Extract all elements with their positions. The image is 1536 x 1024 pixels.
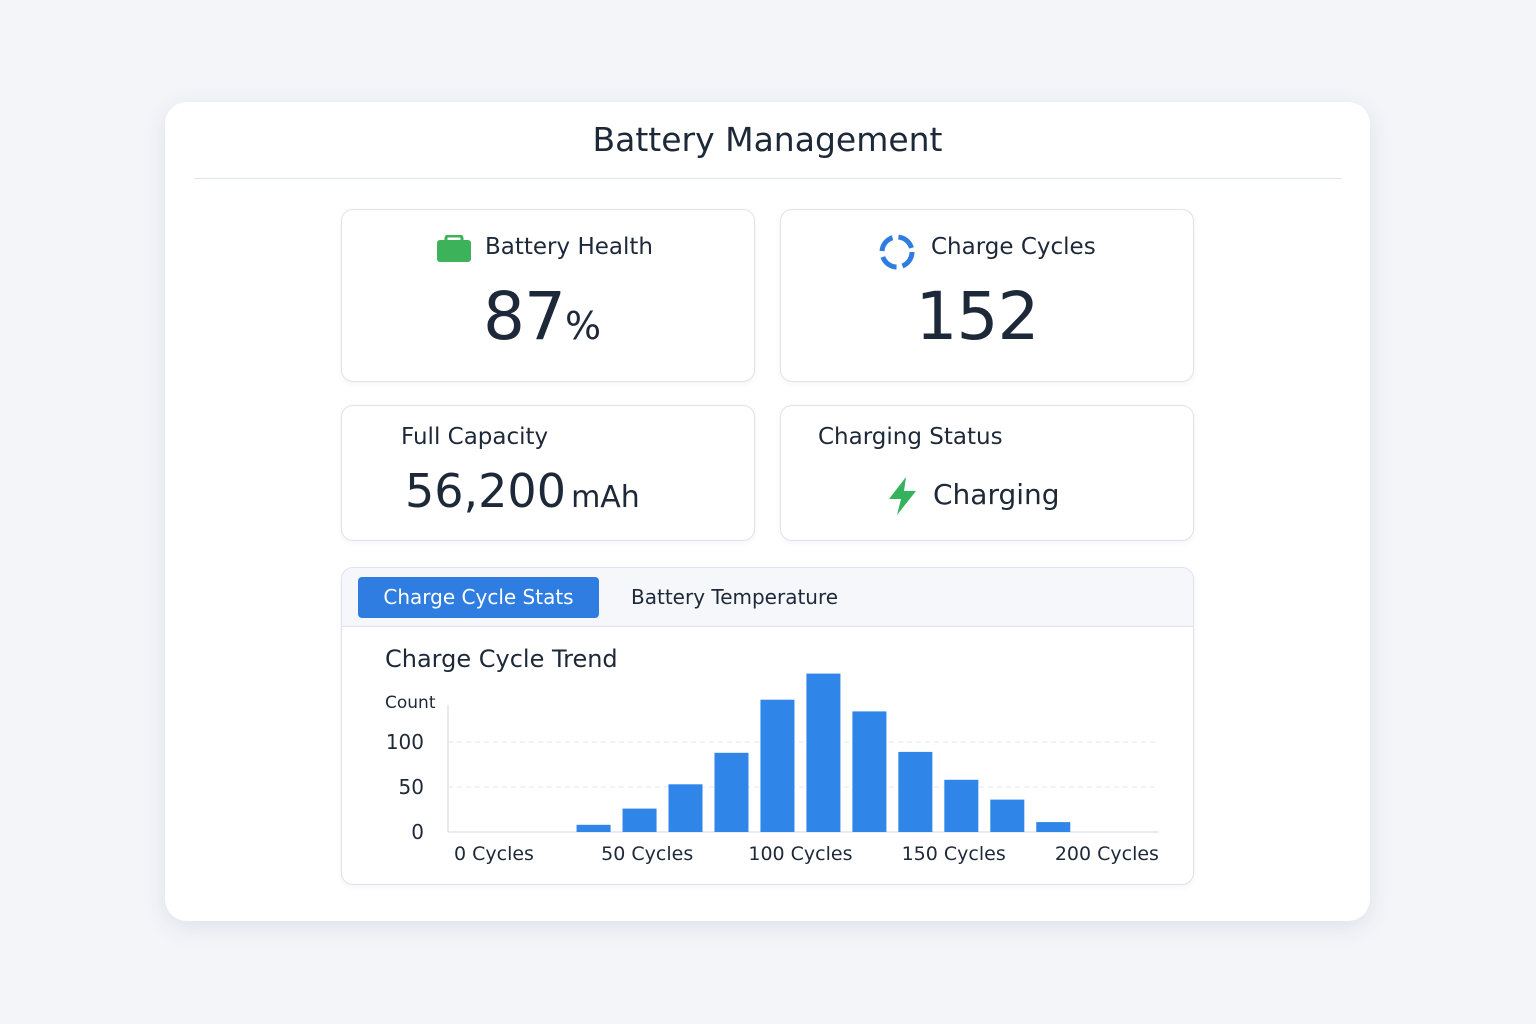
x-tick-label: 50 Cycles	[601, 843, 693, 865]
chart: Charge Cycle Trend Count 0 50 100 0 Cycles 5…	[385, 645, 1159, 865]
y-axis-label: Count	[385, 693, 436, 713]
status-value: Charging	[933, 478, 1060, 511]
unit: mAh	[571, 480, 640, 515]
bar	[668, 784, 703, 832]
card-value: 56,200 mAh	[405, 464, 640, 518]
bar	[714, 752, 749, 832]
chart-title: Charge Cycle Trend	[385, 645, 618, 673]
bolt-icon	[889, 477, 916, 515]
bar	[898, 751, 933, 832]
cycle-icon	[879, 234, 915, 270]
card-label: Full Capacity	[401, 424, 549, 450]
tab[interactable]: Battery Temperature	[631, 585, 839, 609]
cycles-card: Charge Cycles 152	[780, 209, 1194, 382]
page-title: Battery Management	[592, 120, 943, 159]
card-value: 87%	[342, 278, 742, 355]
x-tick-label: 200 Cycles	[1055, 843, 1159, 865]
bar	[1036, 822, 1071, 832]
status-card: Charging Status Charging	[780, 405, 1194, 541]
x-tick-label: 0 Cycles	[454, 843, 534, 865]
card-value: 152	[915, 278, 1040, 355]
tab-active[interactable]: Charge Cycle Stats	[358, 577, 599, 618]
bar	[990, 799, 1025, 832]
divider	[194, 178, 1342, 179]
value: 56,200	[405, 464, 566, 518]
y-tick-label: 50	[399, 775, 424, 799]
card-label: Battery Health	[485, 234, 653, 260]
card-label: Charging Status	[818, 424, 1003, 450]
health-card: Battery Health 87%	[341, 209, 755, 382]
capacity-card: Full Capacity 56,200 mAh	[341, 405, 755, 541]
y-tick-label: 0	[411, 820, 424, 844]
bar	[622, 808, 657, 832]
bar	[944, 779, 979, 832]
unit: %	[564, 304, 602, 348]
bar	[760, 699, 795, 832]
x-tick-label: 100 Cycles	[748, 843, 852, 865]
battery-icon	[437, 235, 471, 262]
card-label: Charge Cycles	[931, 234, 1096, 260]
chart-panel: Charge Cycle Stats Battery Temperature C…	[341, 567, 1194, 885]
y-tick-label: 100	[386, 730, 424, 754]
x-tick-label: 150 Cycles	[902, 843, 1006, 865]
bar	[806, 673, 841, 832]
bar	[576, 824, 611, 832]
bar	[852, 711, 887, 832]
value: 87	[482, 278, 566, 355]
